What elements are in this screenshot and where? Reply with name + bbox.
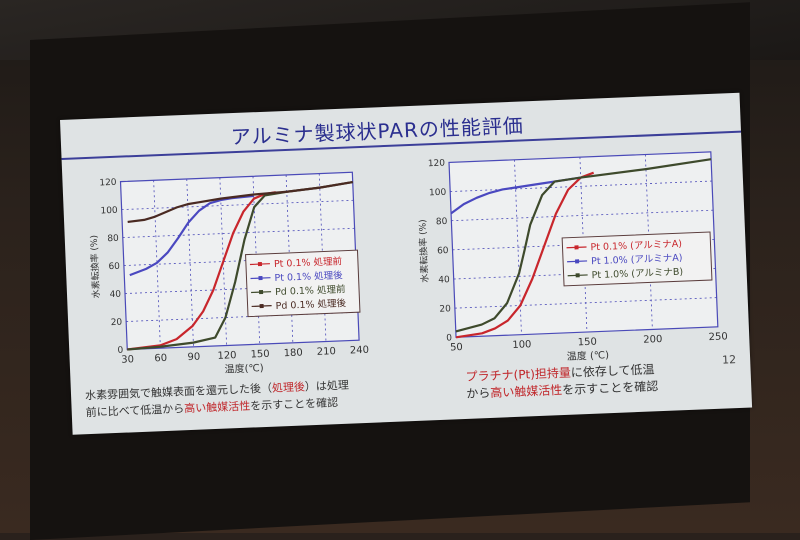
grid-line-y [450, 180, 712, 192]
y-tick-label: 0 [117, 346, 123, 356]
y-tick-label: 40 [438, 275, 450, 285]
y-axis-label: 水素転換率 (%) [88, 235, 103, 299]
chart-legend [245, 249, 361, 318]
legend-marker [259, 303, 264, 309]
chart-left: 30 60 90 120 150 180 210 240 0 20 40 60 80 100 120 温度(℃… [82, 159, 390, 381]
x-tick-label: 210 [317, 346, 337, 358]
page-number: 12 [721, 353, 737, 367]
slide-title: アルミナ製球状PARの性能評価 [230, 113, 525, 150]
grid-line-y [125, 283, 357, 294]
grid-line-y [122, 227, 355, 238]
y-tick-label: 100 [100, 206, 118, 217]
left-caption: 水素雰囲気で触媒表面を還元した後（処理後）は処理 前に比べて低温から高い触媒活性… [85, 377, 350, 422]
y-tick-label: 20 [111, 318, 123, 328]
presentation-slide: アルミナ製球状PARの性能評価 30 60 90 120 150 180 210 240 0 20… [60, 92, 753, 435]
legend-marker [575, 259, 580, 264]
legend-label: Pt 1.0% (アルミナA) [591, 253, 683, 268]
legend-marker [575, 273, 580, 278]
y-tick-label: 120 [99, 178, 117, 189]
x-axis-label: 温度(℃) [224, 361, 264, 376]
legend-label: Pd 0.1% 処理前 [275, 283, 346, 298]
legend-label: Pt 0.1% 処理前 [274, 255, 343, 270]
y-tick-label: 40 [109, 290, 121, 300]
legend-marker [258, 276, 263, 281]
x-tick-label: 30 [121, 354, 134, 366]
x-tick-label: 200 [643, 334, 663, 346]
x-tick-label: 120 [217, 350, 237, 362]
data-series-line [455, 171, 595, 339]
x-tick-label: 240 [350, 345, 370, 357]
legend-label: Pt 0.1% 処理後 [274, 269, 343, 284]
chart-right: 50 100 150 200 250 0 20 40 60 80 100 120 温度 (℃) 水素転換率… [407, 143, 735, 371]
y-tick-label: 60 [437, 246, 449, 256]
y-tick-label: 80 [107, 234, 119, 244]
data-series-line [127, 181, 353, 224]
x-axis-label: 温度 (℃) [567, 348, 610, 363]
y-tick-label: 20 [439, 304, 451, 314]
chart-left-plot: 30 60 90 120 150 180 210 240020406080100120温度(℃… [88, 171, 370, 376]
chart-right-plot: 50 100 150 200 250 0 20 40 60 80 100 120 温度 (℃) 水素転換率… [416, 151, 728, 363]
y-tick-label: 60 [108, 262, 120, 272]
legend-marker [574, 245, 579, 250]
x-tick-label: 90 [187, 352, 200, 364]
x-tick-label: 250 [708, 331, 728, 343]
x-tick-label: 50 [450, 342, 463, 354]
data-series-line [455, 158, 712, 333]
chart-legend [561, 231, 713, 287]
x-tick-label: 150 [250, 349, 270, 361]
right-caption: プラチナ(Pt)担持量に依存して低温 から高い触媒活性を示すことを確認 [465, 361, 658, 403]
y-axis-label: 水素転換率 (%) [416, 219, 431, 283]
grid-line-y [126, 311, 358, 322]
x-tick-label: 60 [154, 353, 167, 365]
legend-label: Pt 1.0% (アルミナB) [591, 267, 683, 282]
legend-marker [257, 262, 263, 267]
x-tick-label: 150 [578, 337, 598, 349]
x-tick-label: 100 [512, 339, 532, 351]
grid-line-y [451, 209, 714, 222]
legend-marker [258, 289, 264, 295]
y-tick-label: 80 [436, 217, 448, 227]
y-tick-label: 0 [446, 333, 452, 343]
y-tick-label: 100 [429, 188, 447, 199]
legend-label: Pt 0.1% (アルミナA) [590, 239, 682, 254]
y-tick-label: 120 [428, 159, 446, 170]
x-tick-label: 180 [284, 347, 304, 359]
data-series-line [129, 194, 254, 277]
grid-line-y [121, 199, 354, 210]
grid-line-y [454, 297, 717, 309]
data-series-line [127, 191, 276, 351]
legend-label: Pd 0.1% 処理後 [275, 297, 346, 312]
